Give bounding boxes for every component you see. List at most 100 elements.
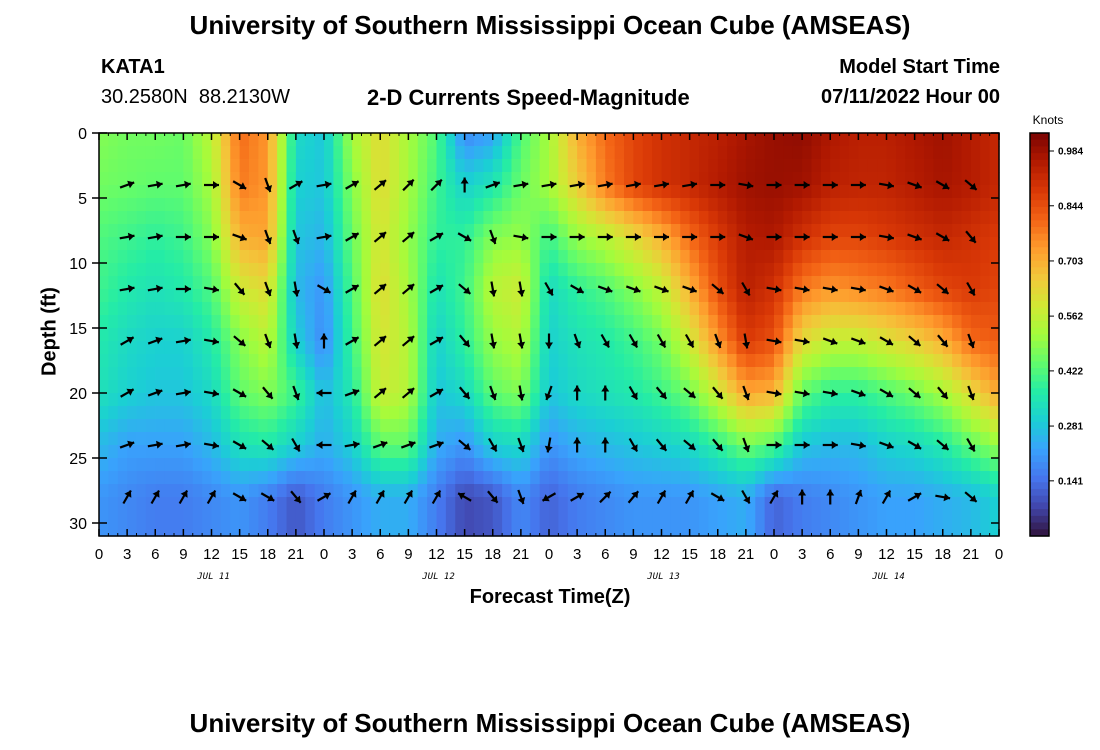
heatmap-cell <box>267 263 278 277</box>
heatmap-cell <box>117 393 128 407</box>
colorbar-segment <box>1030 327 1049 336</box>
x-axis: 0 3 6 9 12 15 18 21 0 3 6 9 12 15 18 21 0 3 6 9 12 15 18 21 0 3 6 9… <box>95 133 1003 582</box>
heatmap-cell <box>652 445 663 459</box>
heatmap-cell <box>211 328 222 342</box>
heatmap-cell <box>895 276 906 290</box>
heatmap-cell <box>520 315 531 329</box>
heatmap-cell <box>399 393 409 407</box>
heatmap-cell <box>295 172 306 186</box>
heatmap-cell <box>230 406 241 420</box>
heatmap-cell <box>445 224 456 238</box>
heatmap-cell <box>417 341 428 355</box>
heatmap-cell <box>755 146 766 160</box>
heatmap-cell <box>661 263 672 277</box>
heatmap-cell <box>267 419 278 433</box>
heatmap-cell <box>295 276 306 290</box>
heatmap-cell <box>924 328 934 342</box>
heatmap-cell <box>174 393 184 407</box>
current-vector-head <box>578 233 585 241</box>
heatmap-cell <box>267 341 278 355</box>
heatmap-cell <box>305 237 316 251</box>
heatmap-cell <box>745 172 756 186</box>
current-vector-head <box>603 491 611 499</box>
heatmap-cell <box>267 354 278 368</box>
heatmap-cell <box>520 146 531 160</box>
heatmap-cell <box>886 445 897 459</box>
x-tick-label: 15 <box>456 546 473 563</box>
heatmap-cell <box>858 497 869 511</box>
heatmap-cell <box>370 133 381 147</box>
current-vector-arrow <box>316 232 332 241</box>
heatmap-cell <box>258 406 269 420</box>
heatmap-cell <box>924 497 934 511</box>
current-vector-head <box>264 341 273 349</box>
heatmap-cell <box>427 159 438 173</box>
heatmap-cell <box>849 393 859 407</box>
current-vector-arrow <box>403 489 414 505</box>
heatmap-cell <box>333 198 344 212</box>
heatmap-cell <box>99 432 109 446</box>
current-vector-arrow <box>741 281 751 297</box>
heatmap-cell <box>295 354 306 368</box>
heatmap-cell <box>774 510 784 524</box>
heatmap-cell <box>689 523 700 537</box>
heatmap-cell <box>755 185 766 199</box>
heatmap-cell <box>736 198 747 212</box>
heatmap-cell <box>755 432 766 446</box>
heatmap-cell <box>436 510 447 524</box>
heatmap-cell <box>577 263 588 277</box>
heatmap-cell <box>933 471 944 485</box>
heatmap-cell <box>699 159 709 173</box>
heatmap-cell <box>520 406 531 420</box>
heatmap-cell <box>670 146 681 160</box>
heatmap-cell <box>145 367 156 381</box>
heatmap-cell <box>820 315 831 329</box>
current-vector-head <box>462 391 470 399</box>
heatmap-cell <box>549 432 559 446</box>
heatmap-cell <box>380 237 391 251</box>
heatmap-cell <box>539 328 550 342</box>
current-vector-head <box>631 491 639 499</box>
heatmap-cell <box>314 510 325 524</box>
colorbar-segment <box>1030 374 1049 383</box>
heatmap-cell <box>689 237 700 251</box>
heatmap-cell <box>764 224 775 238</box>
heatmap-cell <box>455 146 466 160</box>
heatmap-cell <box>802 432 813 446</box>
heatmap-cell <box>661 341 672 355</box>
heatmap-cell <box>511 445 522 459</box>
heatmap-cell <box>464 198 475 212</box>
heatmap-cell <box>211 172 222 186</box>
heatmap-cell <box>530 289 541 303</box>
heatmap-cell <box>464 289 475 303</box>
heatmap-cell <box>427 276 438 290</box>
current-vector-arrow <box>710 181 726 189</box>
heatmap-cell <box>474 367 484 381</box>
colorbar-segment <box>1030 482 1049 490</box>
heatmap-cell <box>614 523 625 537</box>
heatmap-cell <box>333 354 344 368</box>
current-vector-arrow <box>178 489 189 505</box>
heatmap-cell <box>324 341 334 355</box>
heatmap-cell <box>586 406 597 420</box>
heatmap-cell <box>858 393 869 407</box>
heatmap-cell <box>717 211 728 225</box>
current-vector-head <box>489 237 498 245</box>
heatmap-cell <box>474 133 484 147</box>
heatmap-cell <box>820 458 831 472</box>
heatmap-cell <box>295 302 306 316</box>
heatmap-cell <box>305 510 316 524</box>
heatmap-cell <box>361 393 372 407</box>
heatmap-cell <box>239 159 250 173</box>
current-vector-head <box>126 388 134 396</box>
heatmap-cell <box>286 445 297 459</box>
heatmap-cell <box>933 419 944 433</box>
heatmap-cell <box>783 237 794 251</box>
current-vector-head <box>742 445 751 453</box>
heatmap-cell <box>305 367 316 381</box>
heatmap-cell <box>239 341 250 355</box>
heatmap-cell <box>239 185 250 199</box>
heatmap-cell <box>145 445 156 459</box>
heatmap-cell <box>614 315 625 329</box>
